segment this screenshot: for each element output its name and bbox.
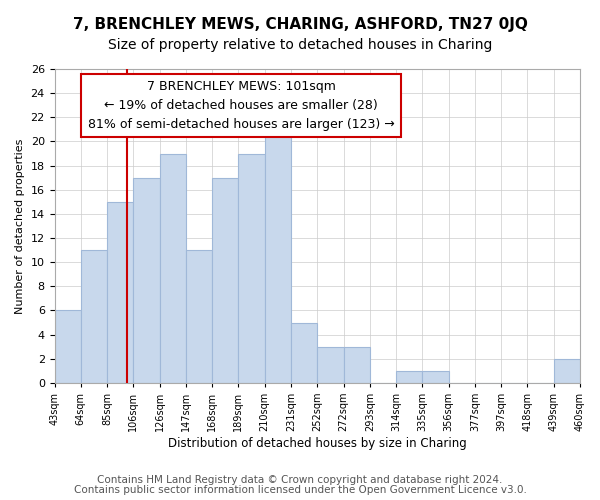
- Text: Contains HM Land Registry data © Crown copyright and database right 2024.: Contains HM Land Registry data © Crown c…: [97, 475, 503, 485]
- Bar: [317, 346, 344, 383]
- Bar: [265, 118, 291, 383]
- Text: 7 BRENCHLEY MEWS: 101sqm
← 19% of detached houses are smaller (28)
81% of semi-d: 7 BRENCHLEY MEWS: 101sqm ← 19% of detach…: [88, 80, 394, 131]
- Text: Contains public sector information licensed under the Open Government Licence v3: Contains public sector information licen…: [74, 485, 526, 495]
- Bar: [291, 322, 317, 383]
- Bar: [396, 371, 422, 383]
- Bar: [344, 346, 370, 383]
- Bar: [107, 202, 133, 383]
- X-axis label: Distribution of detached houses by size in Charing: Distribution of detached houses by size …: [168, 437, 467, 450]
- Bar: [212, 178, 238, 383]
- Bar: [554, 359, 580, 383]
- Text: 7, BRENCHLEY MEWS, CHARING, ASHFORD, TN27 0JQ: 7, BRENCHLEY MEWS, CHARING, ASHFORD, TN2…: [73, 18, 527, 32]
- Bar: [422, 371, 449, 383]
- Bar: [133, 178, 160, 383]
- Text: Size of property relative to detached houses in Charing: Size of property relative to detached ho…: [108, 38, 492, 52]
- Bar: [81, 250, 107, 383]
- Bar: [160, 154, 186, 383]
- Bar: [55, 310, 81, 383]
- Bar: [186, 250, 212, 383]
- Bar: [238, 154, 265, 383]
- Y-axis label: Number of detached properties: Number of detached properties: [15, 138, 25, 314]
